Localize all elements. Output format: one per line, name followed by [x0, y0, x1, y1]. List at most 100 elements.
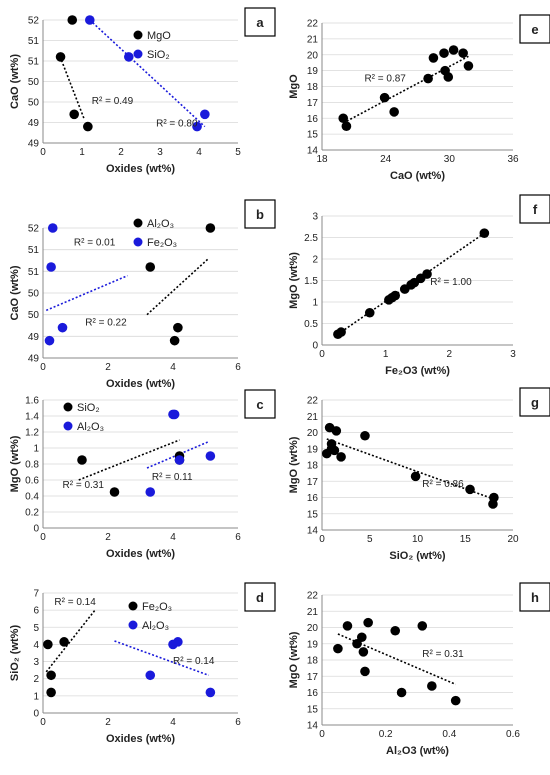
x-tick-label: 4 — [170, 362, 176, 373]
y-tick-label: 14 — [307, 526, 319, 537]
r-squared-label: R² = 0.86 — [422, 479, 464, 490]
panel-label-box — [519, 387, 550, 417]
data-point — [145, 670, 156, 681]
legend-marker — [133, 30, 143, 40]
y-tick-label: 52 — [28, 224, 40, 235]
legend-label: Al₂O₃ — [77, 421, 104, 433]
x-tick-label: 0.6 — [506, 729, 520, 740]
y-tick-label: 2 — [33, 674, 39, 685]
x-tick-label: 3 — [510, 349, 516, 360]
legend-marker — [133, 218, 143, 228]
y-tick-label: 1 — [33, 444, 39, 455]
y-tick-label: 50 — [28, 77, 40, 88]
x-tick-label: 2 — [105, 362, 111, 373]
y-tick-label: 50 — [28, 289, 40, 300]
y-tick-label: 50 — [28, 310, 40, 321]
y-tick-label: 3 — [312, 212, 318, 223]
y-tick-label: 3 — [33, 657, 39, 668]
y-tick-label: 20 — [307, 428, 319, 439]
y-axis-label: CaO (wt%) — [9, 265, 21, 320]
x-tick-label: 36 — [507, 154, 519, 165]
y-tick-label: 16 — [307, 688, 319, 699]
panel-d: 0 2 4 6 0 1 2 3 4 5 6 7 Oxides (wt%) SiO₂ (wt%) R² = 0… — [9, 582, 276, 745]
data-point — [427, 681, 437, 691]
y-tick-label: 2.5 — [304, 233, 318, 244]
r-squared-label: R² = 0.49 — [92, 96, 134, 107]
r-squared-label: R² = 0.01 — [74, 237, 116, 248]
r-squared-label: R² = 0.11 — [152, 472, 193, 483]
data-point — [439, 48, 449, 58]
y-tick-label: 20 — [307, 50, 319, 61]
data-point — [174, 455, 185, 465]
x-tick-label: 2 — [118, 147, 124, 158]
y-tick-label: 21 — [307, 34, 319, 45]
y-tick-label: 49 — [28, 354, 40, 365]
legend-marker — [133, 237, 143, 247]
legend-marker — [63, 421, 73, 431]
data-point — [329, 445, 340, 456]
data-point — [67, 15, 78, 25]
data-point — [44, 335, 55, 346]
legend-label: Fe₂O₃ — [142, 601, 172, 613]
y-tick-label: 1.2 — [25, 428, 39, 439]
data-point — [465, 484, 475, 495]
y-tick-label: 5 — [33, 623, 39, 634]
panel-e: 18 24 30 36 14 15 16 17 18 19 20 21 22 CaO (wt%) MgO R²… — [288, 14, 550, 182]
y-axis-label: SiO₂ (wt%) — [9, 625, 21, 682]
y-tick-label: 1.6 — [25, 396, 39, 407]
x-tick-label: 0.2 — [379, 729, 393, 740]
x-tick-label: 0 — [319, 534, 325, 545]
y-tick-label: 15 — [307, 130, 319, 141]
data-point — [169, 335, 180, 346]
y-tick-label: 16 — [307, 114, 319, 125]
data-point — [59, 637, 69, 647]
data-point — [360, 666, 370, 677]
y-tick-label: 0.2 — [25, 508, 39, 519]
x-axis-label: SiO₂ (wt%) — [389, 550, 446, 562]
data-point — [417, 621, 428, 631]
data-point — [55, 52, 66, 62]
y-tick-label: 17 — [307, 477, 319, 488]
panel-label-box — [244, 389, 276, 419]
panel-label: h — [531, 590, 539, 605]
y-axis-label: MgO — [288, 74, 300, 99]
y-tick-label: 1.5 — [304, 276, 318, 287]
y-tick-label: 14 — [307, 146, 319, 157]
data-point — [410, 471, 421, 482]
y-tick-label: 18 — [307, 82, 319, 93]
y-tick-label: 18 — [307, 461, 319, 472]
trend-line — [57, 52, 85, 119]
panel-label-box — [244, 582, 276, 612]
data-point — [47, 223, 58, 233]
data-point — [390, 290, 401, 301]
r-squared-label: R² = 1.00 — [430, 277, 472, 288]
panel-g: 0 5 10 15 20 14 15 16 17 18 19 20 21 22 SiO₂ (wt%) MgO … — [288, 387, 550, 562]
y-tick-label: 49 — [28, 118, 40, 129]
data-point — [443, 72, 454, 82]
y-tick-label: 19 — [307, 639, 319, 650]
legend-label: MgO — [147, 30, 171, 42]
y-tick-label: 51 — [28, 36, 40, 47]
y-tick-label: 19 — [307, 66, 319, 77]
data-point — [205, 223, 216, 233]
y-tick-label: 0.6 — [25, 476, 39, 487]
data-point — [338, 113, 349, 124]
x-axis-label: Fe₂O3 (wt%) — [385, 365, 450, 377]
panel-label-box — [519, 14, 550, 44]
trend-line — [45, 609, 96, 673]
panel-label-box — [519, 582, 550, 612]
y-tick-label: 22 — [307, 591, 319, 602]
r-squared-label: R² = 0.14 — [173, 656, 215, 667]
legend-label: Al₂O₃ — [142, 620, 169, 632]
data-point — [46, 262, 56, 272]
panel-c: 0 2 4 6 0 0.2 0.4 0.6 0.8 1 1.2 1.4 1.6 Oxides (wt%) M… — [9, 389, 276, 560]
legend-marker — [63, 402, 73, 412]
data-point — [336, 452, 346, 462]
y-tick-label: 0.4 — [25, 492, 39, 503]
data-point — [200, 109, 210, 120]
x-tick-label: 0 — [319, 349, 325, 360]
y-tick-label: 16 — [307, 493, 319, 504]
data-point — [360, 430, 370, 441]
x-tick-label: 5 — [235, 147, 241, 158]
